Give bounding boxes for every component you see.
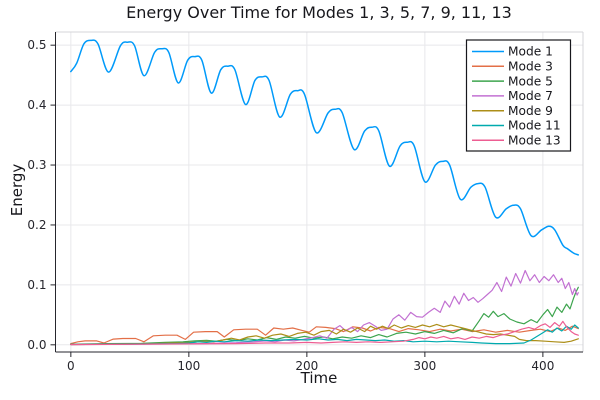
axes [50,32,583,357]
legend-label: Mode 11 [508,119,561,133]
y-tick-label: 0.1 [27,278,46,292]
plot-area [70,39,580,346]
legend-entry-mode-13: Mode 13 [472,134,561,148]
series-line-mode-13 [70,320,579,346]
y-tick-label: 0.5 [27,38,46,52]
legend-label: Mode 5 [508,74,553,88]
plot-frame [55,31,584,352]
legend-label: Mode 1 [508,45,553,59]
legend-label: Mode 13 [508,134,561,148]
x-tick-label: 400 [531,359,554,373]
series-line-mode-1 [70,39,580,256]
y-axis-label: Energy [8,163,26,217]
legend-label: Mode 3 [508,60,553,74]
x-axis-label: Time [300,369,338,387]
series-line-mode-5 [70,286,579,345]
legend-entry-mode-7: Mode 7 [472,89,553,103]
y-tick-label: 0.4 [27,98,46,112]
chart-title: Energy Over Time for Modes 1, 3, 5, 7, 9… [126,3,512,22]
y-tick-label: 0.2 [27,218,46,232]
legend-entry-mode-9: Mode 9 [472,104,553,118]
legend-entry-mode-3: Mode 3 [472,60,553,74]
legend-label: Mode 9 [508,104,553,118]
x-tick-label: 0 [67,359,75,373]
x-tick-label: 200 [295,359,318,373]
x-tick-label: 300 [413,359,436,373]
series-line-mode-3 [70,325,579,345]
series-line-mode-11 [70,324,579,346]
legend-entry-mode-11: Mode 11 [472,119,561,133]
series-line-mode-7 [70,269,579,346]
y-tick-label: 0.3 [27,158,46,172]
x-tick-label: 100 [177,359,200,373]
y-tick-label: 0.0 [27,338,46,352]
series-line-mode-9 [70,323,579,346]
legend-label: Mode 7 [508,89,553,103]
legend-entry-mode-5: Mode 5 [472,74,553,88]
tick-labels: 0 100 200 300 400 0.0 0.1 0.2 0.3 0.4 0.5 [27,38,554,373]
legend-entry-mode-1: Mode 1 [472,45,553,59]
